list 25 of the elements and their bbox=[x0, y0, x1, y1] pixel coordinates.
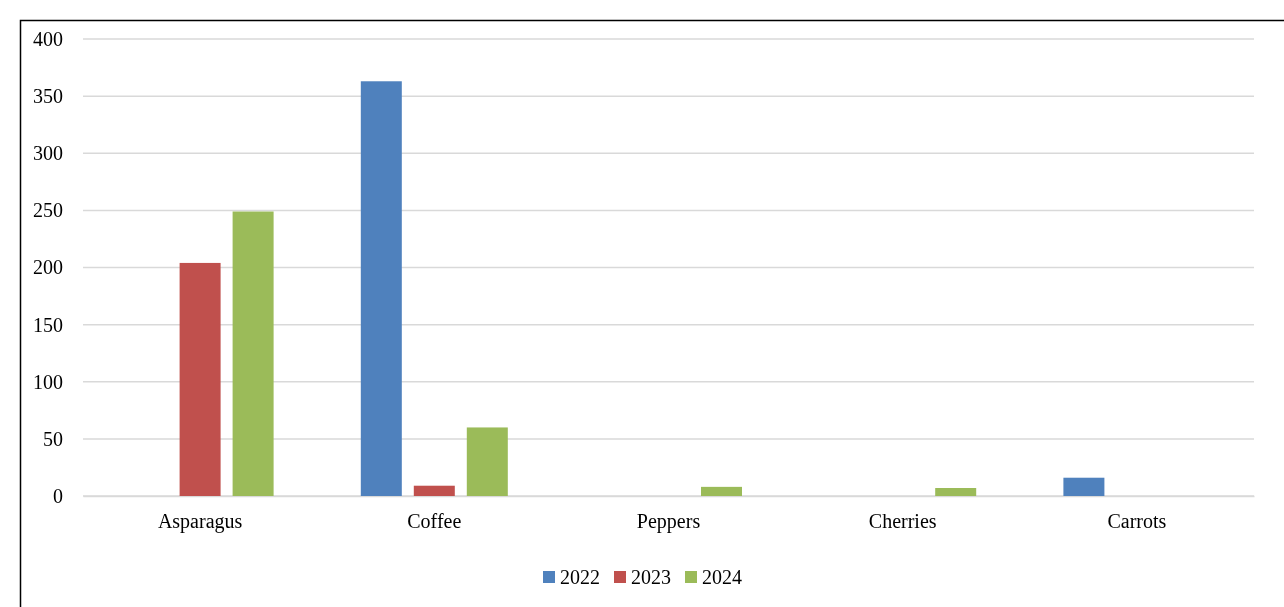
y-tick-label: 50 bbox=[43, 427, 63, 450]
x-tick-label: Asparagus bbox=[157, 510, 243, 534]
y-tick-label: 350 bbox=[33, 85, 63, 108]
y-tick-label: 100 bbox=[33, 370, 63, 393]
bar bbox=[1063, 477, 1105, 496]
x-tick-label: Carrots bbox=[1107, 510, 1167, 533]
legend-label: 2023 bbox=[631, 566, 671, 588]
y-tick-label: 0 bbox=[53, 484, 63, 507]
y-tick-label: 300 bbox=[33, 142, 63, 165]
bar bbox=[413, 485, 455, 496]
bar bbox=[360, 81, 402, 496]
bar bbox=[232, 211, 274, 496]
x-tick-label: Coffee bbox=[407, 510, 462, 533]
bar bbox=[935, 488, 977, 496]
bar bbox=[701, 486, 742, 496]
y-tick-label: 250 bbox=[33, 199, 63, 222]
y-tick-label: 400 bbox=[33, 27, 63, 50]
legend-label: 2024 bbox=[702, 566, 742, 588]
y-tick-label: 150 bbox=[33, 313, 63, 336]
y-tick-label: 200 bbox=[33, 256, 63, 279]
legend-label: 2022 bbox=[560, 566, 600, 588]
bar bbox=[179, 262, 221, 496]
bar bbox=[466, 427, 508, 496]
x-tick-label: Cherries bbox=[868, 510, 937, 533]
x-tick-label: Peppers bbox=[636, 510, 701, 534]
